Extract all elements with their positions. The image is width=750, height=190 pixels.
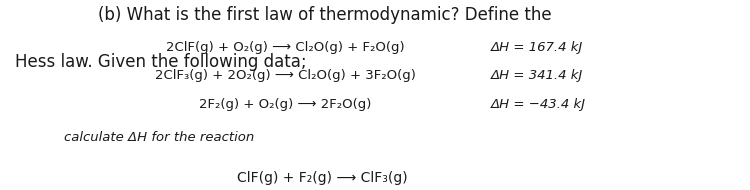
Text: Hess law. Given the following data;: Hess law. Given the following data; bbox=[15, 53, 307, 71]
Text: 2ClF(g) + O₂(g) ⟶ Cl₂O(g) + F₂O(g): 2ClF(g) + O₂(g) ⟶ Cl₂O(g) + F₂O(g) bbox=[166, 41, 404, 54]
Text: calculate ΔH for the reaction: calculate ΔH for the reaction bbox=[64, 131, 254, 144]
Text: (b) What is the first law of thermodynamic? Define the: (b) What is the first law of thermodynam… bbox=[98, 6, 551, 24]
Text: ΔH = 167.4 kJ: ΔH = 167.4 kJ bbox=[491, 41, 584, 54]
Text: ΔH = 341.4 kJ: ΔH = 341.4 kJ bbox=[491, 69, 584, 82]
Text: ClF(g) + F₂(g) ⟶ ClF₃(g): ClF(g) + F₂(g) ⟶ ClF₃(g) bbox=[237, 171, 408, 185]
Text: 2ClF₃(g) + 2O₂(g) ⟶ Cl₂O(g) + 3F₂O(g): 2ClF₃(g) + 2O₂(g) ⟶ Cl₂O(g) + 3F₂O(g) bbox=[154, 69, 416, 82]
Text: ΔH = −43.4 kJ: ΔH = −43.4 kJ bbox=[491, 98, 586, 111]
Text: 2F₂(g) + O₂(g) ⟶ 2F₂O(g): 2F₂(g) + O₂(g) ⟶ 2F₂O(g) bbox=[199, 98, 371, 111]
